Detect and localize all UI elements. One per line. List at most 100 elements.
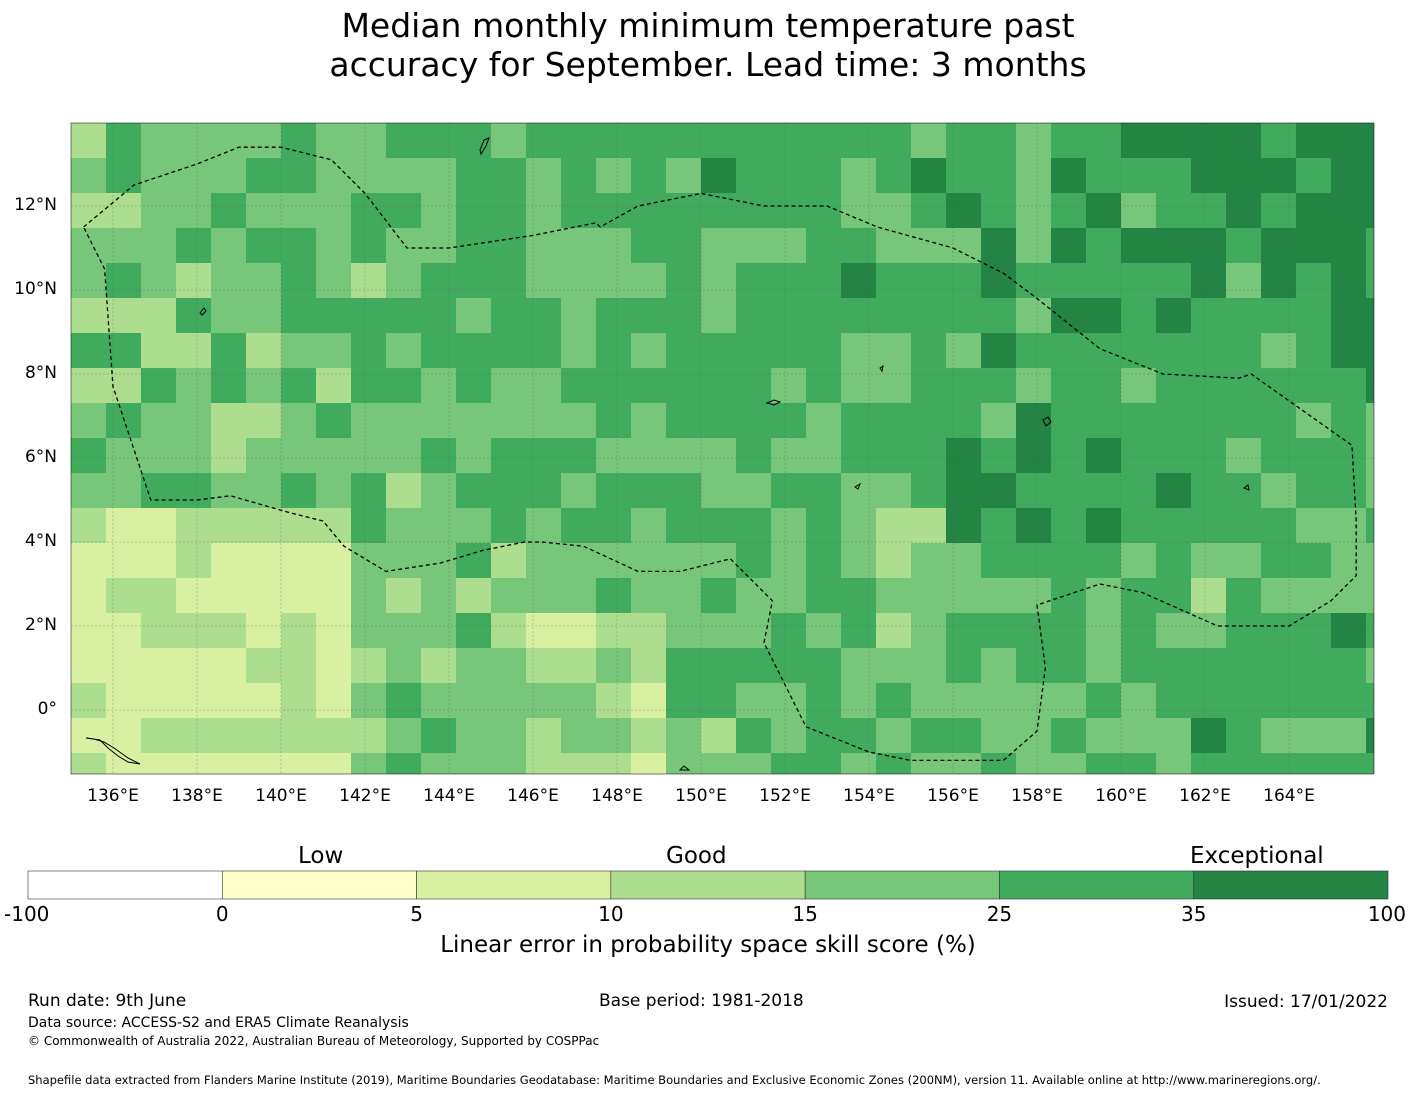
- skill-cell: [666, 543, 701, 578]
- skill-cell: [1261, 543, 1296, 578]
- skill-cell: [281, 403, 316, 438]
- skill-cell: [211, 718, 246, 753]
- skill-cell: [1156, 683, 1191, 718]
- skill-cell: [176, 683, 211, 718]
- category-good-label: Good: [666, 843, 727, 869]
- skill-cell: [806, 123, 841, 158]
- skill-cell: [211, 298, 246, 333]
- skill-cell: [911, 648, 946, 683]
- skill-cell: [1051, 298, 1086, 333]
- skill-cell: [316, 753, 351, 774]
- skill-cell: [1016, 368, 1051, 403]
- skill-cell: [1086, 158, 1121, 193]
- skill-cell: [421, 508, 456, 543]
- skill-cell: [141, 578, 176, 613]
- skill-cell: [911, 683, 946, 718]
- skill-cell: [736, 753, 771, 774]
- skill-cell: [771, 158, 806, 193]
- skill-cell: [701, 158, 736, 193]
- skill-cell: [1296, 193, 1331, 228]
- skill-cell: [386, 508, 421, 543]
- skill-cell: [106, 263, 141, 298]
- skill-cell: [141, 228, 176, 263]
- skill-cell: [246, 298, 281, 333]
- skill-cell: [386, 298, 421, 333]
- skill-cell: [281, 508, 316, 543]
- skill-cell: [141, 438, 176, 473]
- skill-cell: [386, 753, 421, 774]
- skill-cell: [1331, 473, 1366, 508]
- skill-cell: [631, 473, 666, 508]
- skill-cell: [841, 263, 876, 298]
- skill-cell: [1051, 648, 1086, 683]
- skill-cell: [1296, 228, 1331, 263]
- skill-cell: [491, 753, 526, 774]
- skill-cell: [876, 508, 911, 543]
- skill-cell: [491, 613, 526, 648]
- skill-cell: [981, 543, 1016, 578]
- skill-cell: [176, 648, 211, 683]
- skill-cell: [246, 368, 281, 403]
- skill-cell: [771, 438, 806, 473]
- skill-cell: [981, 403, 1016, 438]
- skill-cell: [561, 438, 596, 473]
- skill-cell: [71, 753, 106, 774]
- skill-cell: [386, 613, 421, 648]
- skill-cell: [911, 263, 946, 298]
- skill-cell: [316, 578, 351, 613]
- skill-cell: [1156, 158, 1191, 193]
- skill-cell: [1156, 718, 1191, 753]
- skill-cell: [316, 158, 351, 193]
- skill-cell: [596, 508, 631, 543]
- skill-cell: [631, 228, 666, 263]
- colorbar-segment: [416, 870, 612, 900]
- skill-cell: [806, 543, 841, 578]
- skill-cell: [106, 753, 141, 774]
- skill-cell: [456, 473, 491, 508]
- skill-cell: [491, 648, 526, 683]
- skill-cell: [1331, 718, 1366, 753]
- skill-cell: [1261, 718, 1296, 753]
- skill-cell: [736, 123, 771, 158]
- skill-cell: [1366, 123, 1374, 158]
- skill-cell: [1051, 543, 1086, 578]
- skill-cell: [841, 683, 876, 718]
- skill-cell: [946, 368, 981, 403]
- skill-cell: [946, 158, 981, 193]
- skill-cell: [981, 578, 1016, 613]
- skill-cell: [596, 123, 631, 158]
- skill-cell: [736, 333, 771, 368]
- skill-cell: [1191, 578, 1226, 613]
- skill-cell: [1086, 508, 1121, 543]
- skill-cell: [176, 263, 211, 298]
- skill-cell: [1296, 263, 1331, 298]
- island-outlines: [85, 137, 1250, 771]
- skill-cell: [1121, 578, 1156, 613]
- skill-cell: [911, 438, 946, 473]
- map-title: Median monthly minimum temperature past …: [0, 6, 1416, 84]
- skill-cell: [1191, 123, 1226, 158]
- skill-cell: [421, 123, 456, 158]
- skill-cell: [456, 438, 491, 473]
- skill-cell: [596, 753, 631, 774]
- skill-cell: [71, 508, 106, 543]
- skill-cell: [876, 613, 911, 648]
- map-frame: [70, 122, 1375, 775]
- graticule: [71, 123, 1374, 774]
- skill-cell: [736, 368, 771, 403]
- skill-cell: [211, 158, 246, 193]
- skill-cell: [1366, 298, 1374, 333]
- skill-cell: [806, 263, 841, 298]
- skill-cell: [141, 753, 176, 774]
- longitude-tick-label: 164°E: [1263, 786, 1315, 806]
- data-source: Data source: ACCESS-S2 and ERA5 Climate …: [28, 1015, 409, 1031]
- skill-cell: [701, 228, 736, 263]
- category-exceptional-label: Exceptional: [1190, 843, 1324, 869]
- skill-cell: [1051, 753, 1086, 774]
- skill-cell: [386, 228, 421, 263]
- skill-cell: [736, 403, 771, 438]
- skill-cell: [526, 508, 561, 543]
- skill-cell: [561, 193, 596, 228]
- skill-cell: [1226, 753, 1261, 774]
- skill-cell: [141, 648, 176, 683]
